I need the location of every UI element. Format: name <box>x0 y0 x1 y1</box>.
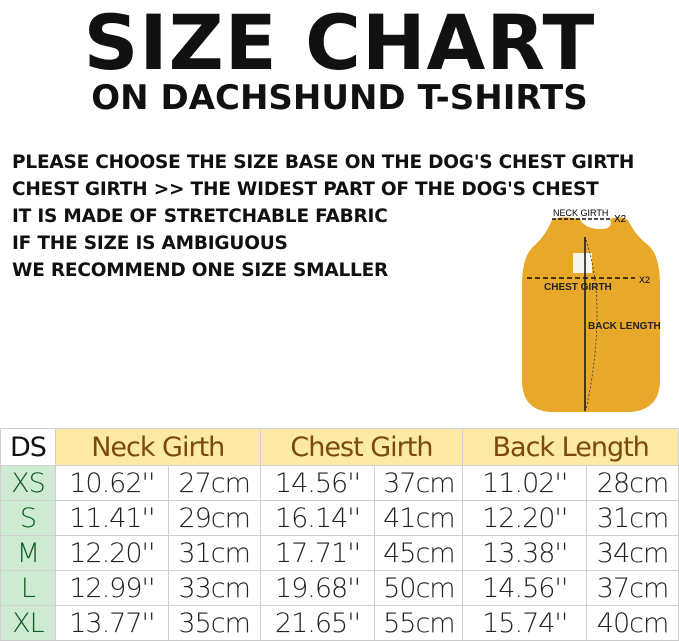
table-row: M 12.20'' 31cm 17.71'' 45cm 13.38'' 34cm <box>0 535 679 571</box>
table-cell: 13.38'' <box>462 535 588 571</box>
header-chest-girth: Chest Girth <box>259 428 464 466</box>
table-cell: 14.56'' <box>259 465 376 501</box>
table-row: L 12.99'' 33cm 19.68'' 50cm 14.56'' 37cm <box>0 570 679 606</box>
table-cell: 33cm <box>167 570 261 606</box>
size-label: L <box>0 570 56 606</box>
table-header: DS Neck Girth Chest Girth Back Length <box>0 428 679 466</box>
table-cell: 11.02'' <box>462 465 588 501</box>
table-row: XL 13.77'' 35cm 21.65'' 55cm 15.74'' 40cm <box>0 605 679 641</box>
instructions: PLEASE CHOOSE THE SIZE BASE ON THE DOG'S… <box>12 149 634 284</box>
table-cell: 34cm <box>586 535 679 571</box>
neck-multiplier: X2 <box>614 214 627 225</box>
page-subtitle: ON DACHSHUND T-SHIRTS <box>91 78 588 118</box>
table-cell: 41cm <box>374 500 464 536</box>
size-table: DS Neck Girth Chest Girth Back Length XS… <box>0 428 679 641</box>
back-length-label: BACK LENGTH <box>588 321 661 332</box>
size-label: XL <box>0 605 56 641</box>
table-cell: 12.99'' <box>54 570 169 606</box>
table-cell: 55cm <box>374 605 464 641</box>
table-cell: 12.20'' <box>462 500 588 536</box>
note-line: WE RECOMMEND ONE SIZE SMALLER <box>12 260 389 281</box>
table-cell: 13.77'' <box>54 605 169 641</box>
table-cell: 31cm <box>167 535 261 571</box>
table-cell: 37cm <box>374 465 464 501</box>
header-ds: DS <box>0 428 56 466</box>
size-label: M <box>0 535 56 571</box>
table-cell: 31cm <box>586 500 679 536</box>
table-cell: 28cm <box>586 465 679 501</box>
note-line: PLEASE CHOOSE THE SIZE BASE ON THE DOG'S… <box>12 152 635 173</box>
chest-multiplier: X2 <box>639 275 650 285</box>
table-cell: 17.71'' <box>259 535 376 571</box>
shirt-tag <box>573 253 592 273</box>
table-cell: 27cm <box>167 465 261 501</box>
table-cell: 21.65'' <box>259 605 376 641</box>
header-back-length: Back Length <box>462 428 679 466</box>
size-label: S <box>0 500 56 536</box>
chest-girth-label: CHEST GIRTH <box>544 282 612 293</box>
header-neck-girth: Neck Girth <box>54 428 261 466</box>
page-title: SIZE CHART <box>83 0 596 87</box>
table-row: S 11.41'' 29cm 16.14'' 41cm 12.20'' 31cm <box>0 500 679 536</box>
table-cell: 35cm <box>167 605 261 641</box>
table-cell: 29cm <box>167 500 261 536</box>
table-cell: 12.20'' <box>54 535 169 571</box>
table-cell: 15.74'' <box>462 605 588 641</box>
table-cell: 45cm <box>374 535 464 571</box>
table-row: XS 10.62'' 27cm 14.56'' 37cm 11.02'' 28cm <box>0 465 679 501</box>
table-cell: 37cm <box>586 570 679 606</box>
table-cell: 16.14'' <box>259 500 376 536</box>
note-line: IT IS MADE OF STRETCHABLE FABRIC <box>12 206 388 227</box>
note-line: CHEST GIRTH >> THE WIDEST PART OF THE DO… <box>12 179 599 200</box>
neck-girth-label: NECK GIRTH <box>553 208 608 218</box>
table-cell: 40cm <box>586 605 679 641</box>
shirt-diagram: NECK GIRTH X2 X2 CHEST GIRTH BACK LENGTH <box>522 208 661 412</box>
size-label: XS <box>0 465 56 501</box>
table-cell: 50cm <box>374 570 464 606</box>
table-cell: 11.41'' <box>54 500 169 536</box>
table-cell: 19.68'' <box>259 570 376 606</box>
table-cell: 14.56'' <box>462 570 588 606</box>
shirt-image <box>522 217 660 412</box>
table-cell: 10.62'' <box>54 465 169 501</box>
note-line: IF THE SIZE IS AMBIGUOUS <box>12 233 288 254</box>
